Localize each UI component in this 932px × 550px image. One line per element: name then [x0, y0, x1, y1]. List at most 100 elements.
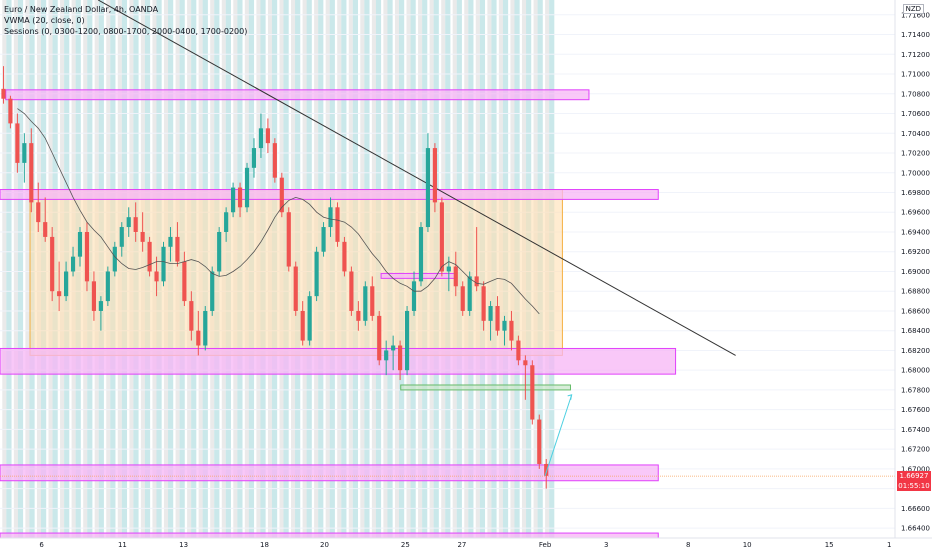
time-tick-label: 18	[260, 541, 269, 549]
time-tick-label: 15	[825, 541, 834, 549]
candle-body	[279, 177, 284, 213]
candle-body	[203, 310, 208, 346]
time-tick-label: 20	[320, 541, 329, 549]
price-tick-label: 1.71200	[901, 51, 930, 59]
price-tick-label: 1.70000	[901, 169, 930, 177]
candle-body	[43, 222, 48, 237]
candle-body	[474, 276, 479, 287]
price-tick-label: 1.67200	[901, 446, 930, 454]
candle-body	[258, 128, 264, 149]
zone-bottom	[0, 464, 659, 482]
price-tick-label: 1.68200	[901, 347, 930, 355]
candle-body	[467, 276, 472, 311]
time-tick-label: 3	[604, 541, 608, 549]
currency-badge[interactable]: NZD	[902, 4, 924, 14]
zone-upper	[0, 189, 659, 200]
candle-body	[544, 463, 549, 476]
candle-body	[8, 98, 13, 124]
candle-body	[77, 231, 83, 257]
candle-body	[516, 340, 521, 361]
candle-body	[460, 286, 465, 311]
price-tick-label: 1.68000	[901, 367, 930, 375]
indicator-sessions-label[interactable]: Sessions (0, 0300-1200, 0800-1700, 2000-…	[4, 27, 248, 36]
support-box	[400, 384, 571, 391]
price-tick-label: 1.71000	[901, 71, 930, 79]
price-tick-label: 1.70600	[901, 110, 930, 118]
candle-body	[126, 217, 131, 228]
time-tick-label: 10	[743, 541, 752, 549]
candle-body	[481, 286, 486, 321]
candle-body	[495, 306, 500, 331]
candle-body	[272, 143, 277, 178]
session-stripe-teal	[17, 0, 24, 538]
session-stripe-gray	[13, 0, 18, 538]
candle-body	[98, 301, 103, 311]
candle-body	[217, 231, 222, 272]
candle-body	[196, 330, 201, 346]
candle-body	[237, 187, 243, 208]
time-axis	[0, 538, 932, 550]
price-tick-label: 1.69800	[901, 189, 930, 197]
price-tick-label: 1.69000	[901, 268, 930, 276]
candle-body	[335, 207, 340, 242]
price-tick-label: 1.70800	[901, 90, 930, 98]
candle-body	[509, 320, 514, 341]
session-stripe-gray	[2, 0, 7, 538]
projection-arrowhead	[567, 394, 573, 400]
candle-body	[342, 241, 347, 272]
candle-body	[57, 291, 62, 297]
candle-body	[523, 360, 528, 366]
vwma-line	[17, 108, 540, 315]
candle-body	[404, 310, 410, 371]
candle-body	[446, 266, 451, 272]
candle-body	[91, 281, 97, 311]
candle-body	[293, 266, 298, 311]
chart-title[interactable]: Euro / New Zealand Dollar, 4h, OANDA	[4, 5, 159, 14]
session-stripe-gray	[25, 0, 30, 538]
price-tick-label: 1.70200	[901, 150, 930, 158]
trendline	[97, 0, 736, 356]
candle-body	[265, 128, 270, 144]
candle-body	[15, 123, 20, 163]
candle-body	[175, 236, 180, 262]
candle-body	[356, 310, 361, 321]
price-axis	[895, 0, 932, 550]
candle-body	[231, 187, 236, 213]
candle-body	[161, 246, 166, 282]
current-price-label: 1.66927	[897, 471, 931, 482]
time-tick-label: 25	[401, 541, 410, 549]
price-tick-label: 1.67600	[901, 406, 930, 414]
candle-body	[286, 212, 291, 267]
price-tick-label: 1.69200	[901, 248, 930, 256]
time-tick-label: 1	[887, 541, 891, 549]
candle-body	[314, 251, 319, 297]
candle-body	[70, 256, 76, 272]
bar-countdown-label: 01:55:10	[897, 481, 931, 492]
candle-body	[140, 231, 145, 242]
candle-body	[244, 167, 250, 208]
candle-body	[321, 227, 326, 252]
time-tick-label: 11	[118, 541, 127, 549]
time-tick-label: Feb	[539, 541, 552, 549]
candle-body	[418, 227, 424, 282]
candle-body	[439, 202, 444, 272]
candle-body	[168, 236, 173, 247]
price-tick-label: 1.69400	[901, 228, 930, 236]
price-tick-label: 1.71600	[901, 11, 930, 19]
zone-mid	[0, 347, 677, 375]
candle-body	[425, 148, 431, 228]
candle-body	[133, 217, 138, 232]
candle-body	[182, 261, 187, 302]
candle-body	[502, 320, 507, 331]
price-tick-label: 1.66600	[901, 505, 930, 513]
candle-body	[251, 148, 257, 168]
indicator-vwma-label[interactable]: VWMA (20, close, 0)	[4, 16, 85, 25]
candle-body	[384, 350, 389, 361]
candle-body	[22, 143, 27, 163]
candle-body	[391, 345, 396, 351]
candle-body	[530, 365, 535, 420]
candle-body	[84, 231, 90, 282]
time-tick-label: 27	[457, 541, 466, 549]
candle-body	[50, 236, 55, 292]
